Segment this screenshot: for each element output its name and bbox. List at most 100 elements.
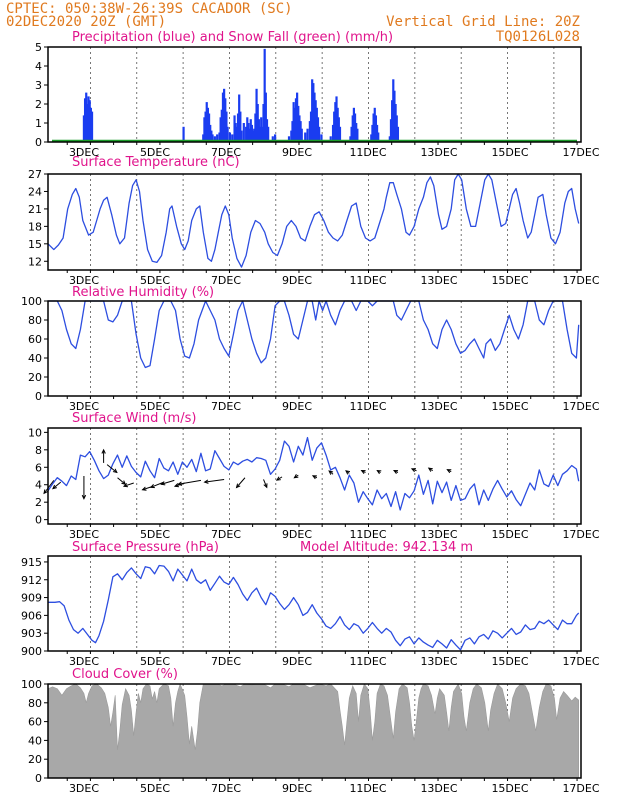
- y-tick-label: 5: [35, 41, 42, 54]
- x-tick-label: 5DEC: [140, 274, 170, 287]
- x-tick-label: 13DEC: [420, 782, 457, 795]
- precip-bar: [231, 134, 234, 142]
- y-tick-label: 6: [35, 461, 42, 474]
- model-code: TQ0126L028: [496, 29, 580, 45]
- x-tick-label: 17DEC: [562, 782, 599, 795]
- precip-bar: [351, 115, 354, 142]
- precip-bar: [85, 92, 88, 142]
- precip-bar: [356, 128, 359, 142]
- precip-bar: [377, 132, 380, 142]
- y-tick-label: 15: [28, 238, 42, 251]
- x-tick-label: 9DEC: [282, 274, 312, 287]
- precip-bar: [239, 111, 242, 142]
- precip-bar: [314, 100, 317, 142]
- y-tick-label: 60: [28, 333, 42, 346]
- precip-bar: [249, 119, 252, 142]
- wind-arrow-head: [328, 470, 334, 475]
- precip-bar: [255, 88, 258, 142]
- precip-bar: [209, 124, 212, 142]
- precip-bar: [311, 79, 314, 142]
- x-tick-label: 13DEC: [420, 274, 457, 287]
- wind-arrow-head: [427, 467, 433, 472]
- x-tick-label: 11DEC: [349, 146, 386, 159]
- wind-title: Surface Wind (m/s): [72, 411, 196, 426]
- precip-bar: [248, 128, 251, 142]
- precip-bar: [391, 100, 394, 142]
- precip-bar: [373, 107, 376, 142]
- y-tick-label: 909: [21, 592, 42, 605]
- wind-arrow: [43, 480, 55, 494]
- run-date: 02DEC2020 20Z (GMT): [6, 14, 166, 30]
- precip-bar: [320, 134, 323, 142]
- x-tick-label: 3DEC: [69, 782, 99, 795]
- y-tick-label: 4: [35, 60, 42, 73]
- precip-bar: [260, 117, 263, 142]
- precip-bar: [236, 113, 240, 142]
- y-tick-label: 20: [28, 371, 42, 384]
- precip-bar: [336, 107, 339, 142]
- y-tick-label: 60: [28, 716, 42, 729]
- wind-arrow-head: [392, 470, 399, 475]
- precip-bar: [333, 111, 336, 142]
- precip-bar: [309, 111, 313, 142]
- y-tick-label: 10: [28, 426, 42, 439]
- cloud-panel: Cloud Cover (%) 0 20 40 60 80 100 3DEC 5DEC 7DEC…: [21, 667, 600, 795]
- y-tick-label: 0: [35, 514, 42, 527]
- wind-arrow: [263, 479, 268, 488]
- y-tick-label: 0: [35, 772, 42, 785]
- plot-frame: [47, 683, 582, 779]
- x-tick-label: 17DEC: [562, 400, 599, 413]
- y-tick-label: 40: [28, 352, 42, 365]
- grid-line-note: Vertical Grid Line: 20Z: [386, 14, 580, 30]
- precip-bar: [337, 117, 340, 142]
- precip-bar: [299, 121, 302, 142]
- precip-bar: [238, 94, 241, 142]
- y-tick-label: 18: [28, 220, 42, 233]
- y-tick-label: 80: [28, 314, 42, 327]
- wind-arrow-head: [235, 483, 241, 489]
- wind-arrow: [161, 479, 175, 485]
- wind-arrow: [204, 478, 225, 483]
- precip-bar: [352, 107, 355, 142]
- precip-bar: [206, 107, 209, 142]
- precip-bar: [89, 107, 92, 142]
- x-tick-label: 7DEC: [211, 274, 241, 287]
- y-tick-label: 900: [21, 645, 42, 658]
- y-tick-label: 903: [21, 627, 42, 640]
- precip-bar: [250, 124, 254, 142]
- precip-bar: [331, 124, 335, 142]
- precip-bar: [395, 115, 398, 142]
- precip-bar: [318, 126, 321, 142]
- precip-bar: [90, 111, 94, 142]
- precip-bar: [221, 92, 225, 142]
- precip-bar: [87, 96, 90, 142]
- temperature-title: Surface Temperature (nC): [72, 155, 240, 170]
- x-tick-label: 17DEC: [562, 146, 599, 159]
- precip-bar: [211, 134, 214, 142]
- precip-bar: [262, 104, 265, 142]
- precip-bar: [372, 113, 375, 142]
- wind-arrow-head: [275, 476, 281, 481]
- x-tick-label: 9DEC: [282, 146, 312, 159]
- precip-bar: [298, 115, 301, 142]
- precip-bar: [394, 104, 397, 142]
- x-tick-label: 5DEC: [140, 146, 170, 159]
- precip-bar: [204, 111, 207, 142]
- wind-arrow-head: [173, 483, 180, 488]
- precip-bar: [267, 126, 270, 142]
- wind-arrow-head: [293, 474, 299, 479]
- precip-bar: [251, 130, 255, 142]
- x-tick-label: 9DEC: [282, 782, 312, 795]
- precip-bar: [246, 117, 249, 142]
- precip-bar: [253, 128, 256, 142]
- x-tick-label: 15DEC: [491, 782, 528, 795]
- precip-bar: [257, 119, 260, 142]
- wind-arrow-head: [311, 475, 317, 480]
- wind-arrow-head: [360, 470, 366, 475]
- x-tick-label: 15DEC: [491, 400, 528, 413]
- precip-bar: [256, 104, 259, 142]
- precip-bar: [335, 96, 338, 142]
- precip-bar: [226, 126, 229, 142]
- y-tick-label: 8: [35, 444, 42, 457]
- precip-bar: [290, 130, 293, 142]
